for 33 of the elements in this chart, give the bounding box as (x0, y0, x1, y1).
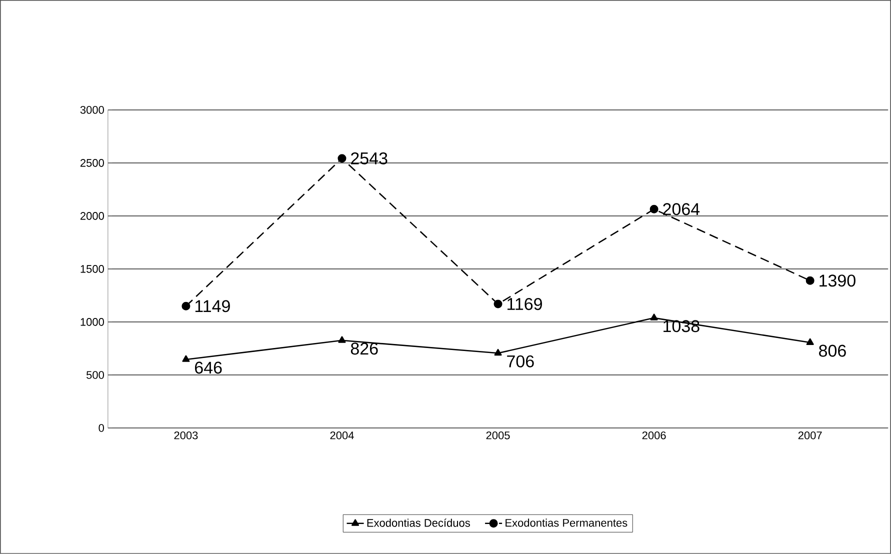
y-tick-label: 0 (98, 424, 104, 432)
data-label: 2543 (351, 152, 388, 164)
y-tick-label: 2500 (80, 159, 104, 167)
point (650, 314, 658, 320)
data-label: 806 (819, 344, 846, 357)
data-label: 2064 (663, 203, 700, 216)
y-tick-label: 3000 (80, 106, 104, 114)
point (182, 302, 190, 310)
point (338, 154, 346, 163)
legend-label: Exodontias Decíduos (367, 518, 470, 527)
x-tick-label: 2004 (330, 432, 354, 440)
x-tick-label: 2003 (174, 432, 198, 440)
point (494, 300, 502, 308)
x-tick-label: 2006 (642, 432, 666, 440)
data-label: 1390 (820, 274, 856, 287)
data-label: 1169 (508, 298, 542, 310)
data-label: 706 (507, 355, 534, 368)
point (338, 336, 346, 343)
y-tick-label: 500 (86, 371, 104, 379)
x-tick-label: 2007 (798, 432, 822, 440)
point (182, 355, 190, 362)
data-label: 826 (350, 342, 378, 355)
point (806, 338, 814, 346)
point (806, 276, 814, 285)
y-tick-label: 1500 (80, 265, 104, 273)
point (494, 348, 502, 356)
y-tick-label: 2000 (80, 212, 104, 220)
x-tick-label: 2005 (486, 432, 510, 440)
point (650, 204, 658, 214)
data-label: 1149 (195, 300, 230, 312)
y-tick-label: 1000 (80, 318, 104, 326)
legend-label: Exodontias Permanentes (506, 518, 628, 527)
data-label: 646 (195, 362, 222, 374)
